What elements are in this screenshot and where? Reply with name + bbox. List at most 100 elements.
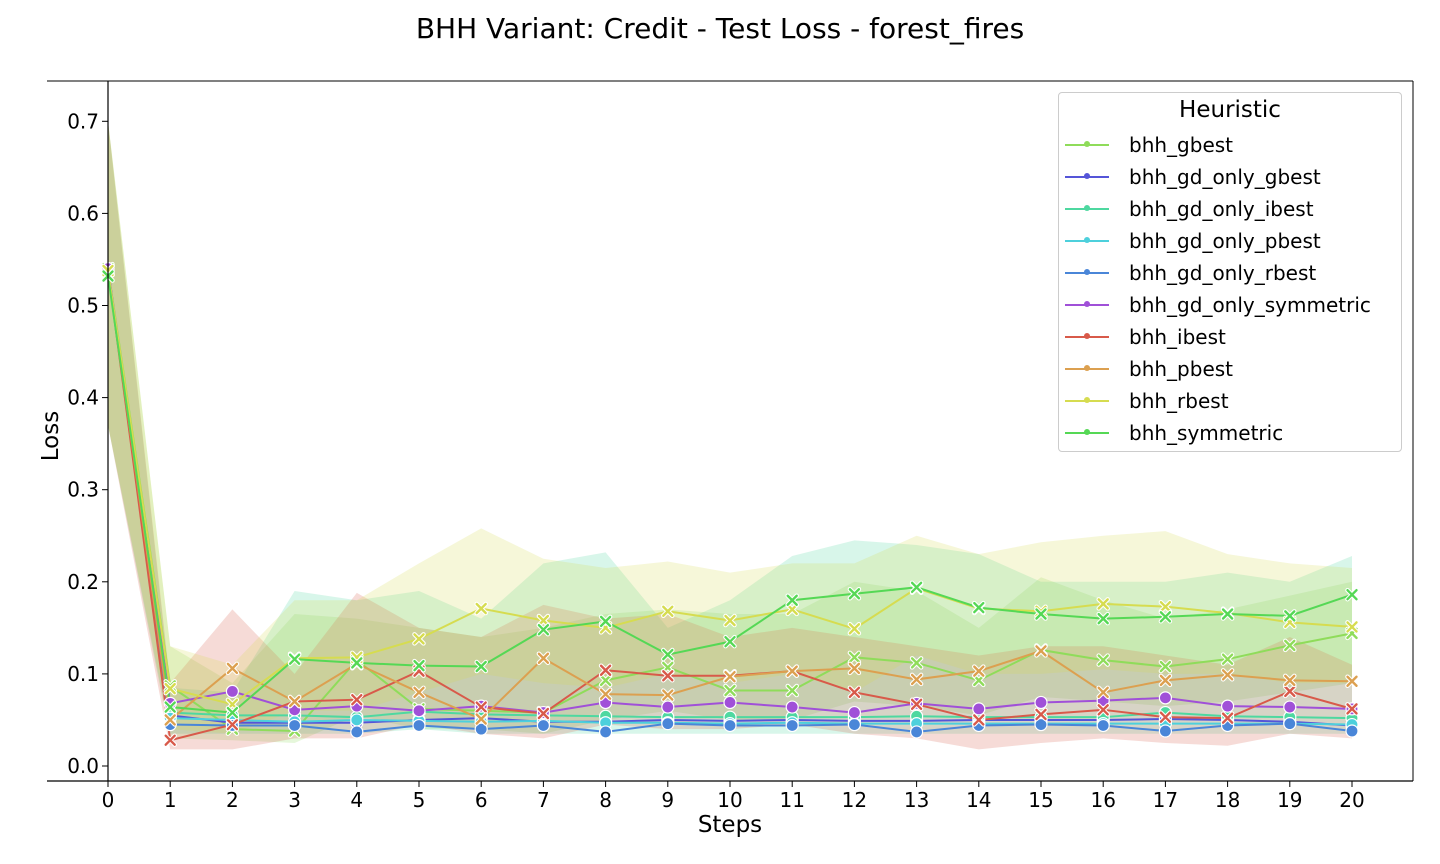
point-bhh_pbest — [1345, 674, 1359, 689]
point-bhh_gd_only_rbest — [1345, 724, 1359, 738]
legend-label: bhh_gd_only_pbest — [1129, 229, 1321, 253]
x-tick-label: 8 — [599, 788, 612, 812]
point-bhh_symmetric — [287, 652, 302, 666]
point-bhh_gbest — [785, 683, 799, 698]
point-bhh_rbest — [723, 613, 737, 628]
y-tick-label: 0.7 — [67, 109, 99, 133]
point-bhh_gd_only_rbest — [1096, 718, 1110, 733]
point-bhh_symmetric — [1220, 607, 1235, 621]
legend-label: bhh_gd_only_rbest — [1129, 261, 1317, 285]
point-bhh_rbest — [536, 613, 551, 628]
x-tick-label: 9 — [661, 788, 674, 812]
point-bhh_symmetric — [1283, 609, 1297, 623]
point-bhh_rbest — [412, 632, 426, 646]
y-axis-label: Loss — [38, 411, 64, 461]
y-tick-label: 0.5 — [67, 294, 99, 318]
point-bhh_gd_only_symmetric — [412, 704, 426, 718]
x-tick-label: 6 — [475, 788, 488, 812]
point-bhh_pbest — [412, 685, 426, 700]
x-tick-label: 2 — [226, 788, 239, 812]
point-bhh_rbest — [1345, 620, 1359, 634]
x-tick-label: 4 — [350, 788, 363, 812]
legend-marker — [1084, 429, 1090, 435]
y-tick-label: 0.6 — [67, 201, 99, 225]
point-bhh_gd_only_rbest — [288, 718, 302, 733]
point-bhh_gd_only_rbest — [536, 718, 551, 733]
point-bhh_symmetric — [723, 634, 737, 649]
point-bhh_rbest — [661, 604, 675, 619]
x-tick-label: 7 — [537, 788, 550, 812]
point-bhh_gbest — [723, 683, 737, 698]
point-bhh_pbest — [287, 694, 302, 709]
point-bhh_gd_only_rbest — [412, 718, 426, 733]
x-tick-label: 3 — [288, 788, 301, 812]
point-bhh_gd_only_symmetric — [661, 700, 675, 714]
legend-marker — [1084, 205, 1090, 211]
x-tick-label: 15 — [1028, 788, 1053, 812]
point-bhh_gd_only_rbest — [1283, 717, 1297, 731]
point-bhh_gd_only_rbest — [1158, 724, 1173, 738]
legend-label: bhh_symmetric — [1129, 421, 1284, 445]
point-bhh_ibest — [1158, 710, 1173, 724]
legend-marker — [1084, 397, 1090, 403]
x-tick-label: 12 — [842, 788, 867, 812]
point-bhh_symmetric — [909, 580, 924, 595]
legend-item: bhh_ibest — [1065, 323, 1395, 351]
point-bhh_ibest — [661, 668, 675, 683]
legend-label: bhh_gbest — [1129, 133, 1234, 157]
point-bhh_pbest — [785, 664, 799, 678]
point-bhh_pbest — [1283, 673, 1297, 688]
point-bhh_rbest — [847, 622, 862, 636]
point-bhh_gd_only_symmetric — [723, 695, 737, 710]
point-bhh_gd_only_symmetric — [1220, 699, 1235, 713]
x-tick-label: 20 — [1339, 788, 1364, 812]
point-bhh_gd_only_rbest — [661, 717, 675, 731]
point-bhh_pbest — [972, 664, 986, 678]
point-bhh_ibest — [1283, 684, 1297, 699]
legend-label: bhh_rbest — [1129, 389, 1229, 413]
y-tick-label: 0.1 — [67, 662, 99, 686]
y-ticks: 0.0 0.1 0.2 0.3 0.4 0.5 0.6 0.7 — [67, 109, 108, 778]
x-tick-label: 1 — [164, 788, 177, 812]
band-bhh_rbest — [108, 121, 1352, 734]
point-bhh_ibest — [163, 733, 177, 747]
point-bhh_pbest — [225, 661, 240, 676]
y-tick-label: 0.2 — [67, 570, 99, 594]
legend-item: bhh_gd_only_symmetric — [1065, 291, 1395, 319]
point-bhh_gbest — [847, 650, 862, 665]
legend-marker — [1084, 141, 1090, 147]
point-bhh_gbest — [1158, 659, 1173, 674]
point-bhh_symmetric — [225, 705, 240, 720]
point-bhh_gbest — [972, 673, 986, 688]
point-bhh_pbest — [661, 688, 675, 702]
x-tick-label: 17 — [1153, 788, 1178, 812]
point-bhh_gd_only_symmetric — [1283, 700, 1297, 714]
point-bhh_pbest — [163, 713, 177, 727]
point-bhh_gbest — [1096, 653, 1110, 667]
x-tick-label: 16 — [1090, 788, 1115, 812]
legend-marker — [1084, 301, 1090, 307]
point-bhh_ibest — [225, 717, 240, 732]
point-bhh_symmetric — [1158, 610, 1173, 624]
point-bhh_gd_only_rbest — [350, 725, 364, 739]
point-bhh_rbest — [1158, 599, 1173, 614]
point-bhh_gd_only_rbest — [598, 725, 613, 739]
point-bhh_symmetric — [598, 614, 613, 629]
y-tick-label: 0.4 — [67, 386, 99, 410]
legend-label: bhh_pbest — [1129, 357, 1234, 381]
point-bhh_gd_only_symmetric — [847, 705, 862, 720]
x-tick-label: 19 — [1277, 788, 1302, 812]
legend-marker — [1084, 365, 1090, 371]
point-bhh_pbest — [909, 672, 924, 687]
point-bhh_symmetric — [474, 659, 488, 674]
point-bhh_ibest — [909, 697, 924, 712]
point-bhh_ibest — [1345, 702, 1359, 716]
point-bhh_symmetric — [350, 656, 364, 670]
point-bhh_gbest — [909, 656, 924, 670]
point-bhh_symmetric — [163, 700, 177, 714]
point-bhh_pbest — [847, 661, 862, 676]
point-bhh_gd_only_symmetric — [1034, 695, 1048, 710]
point-bhh_symmetric — [1096, 611, 1110, 626]
point-bhh_gd_only_rbest — [785, 718, 799, 733]
legend-item: bhh_rbest — [1065, 387, 1395, 415]
